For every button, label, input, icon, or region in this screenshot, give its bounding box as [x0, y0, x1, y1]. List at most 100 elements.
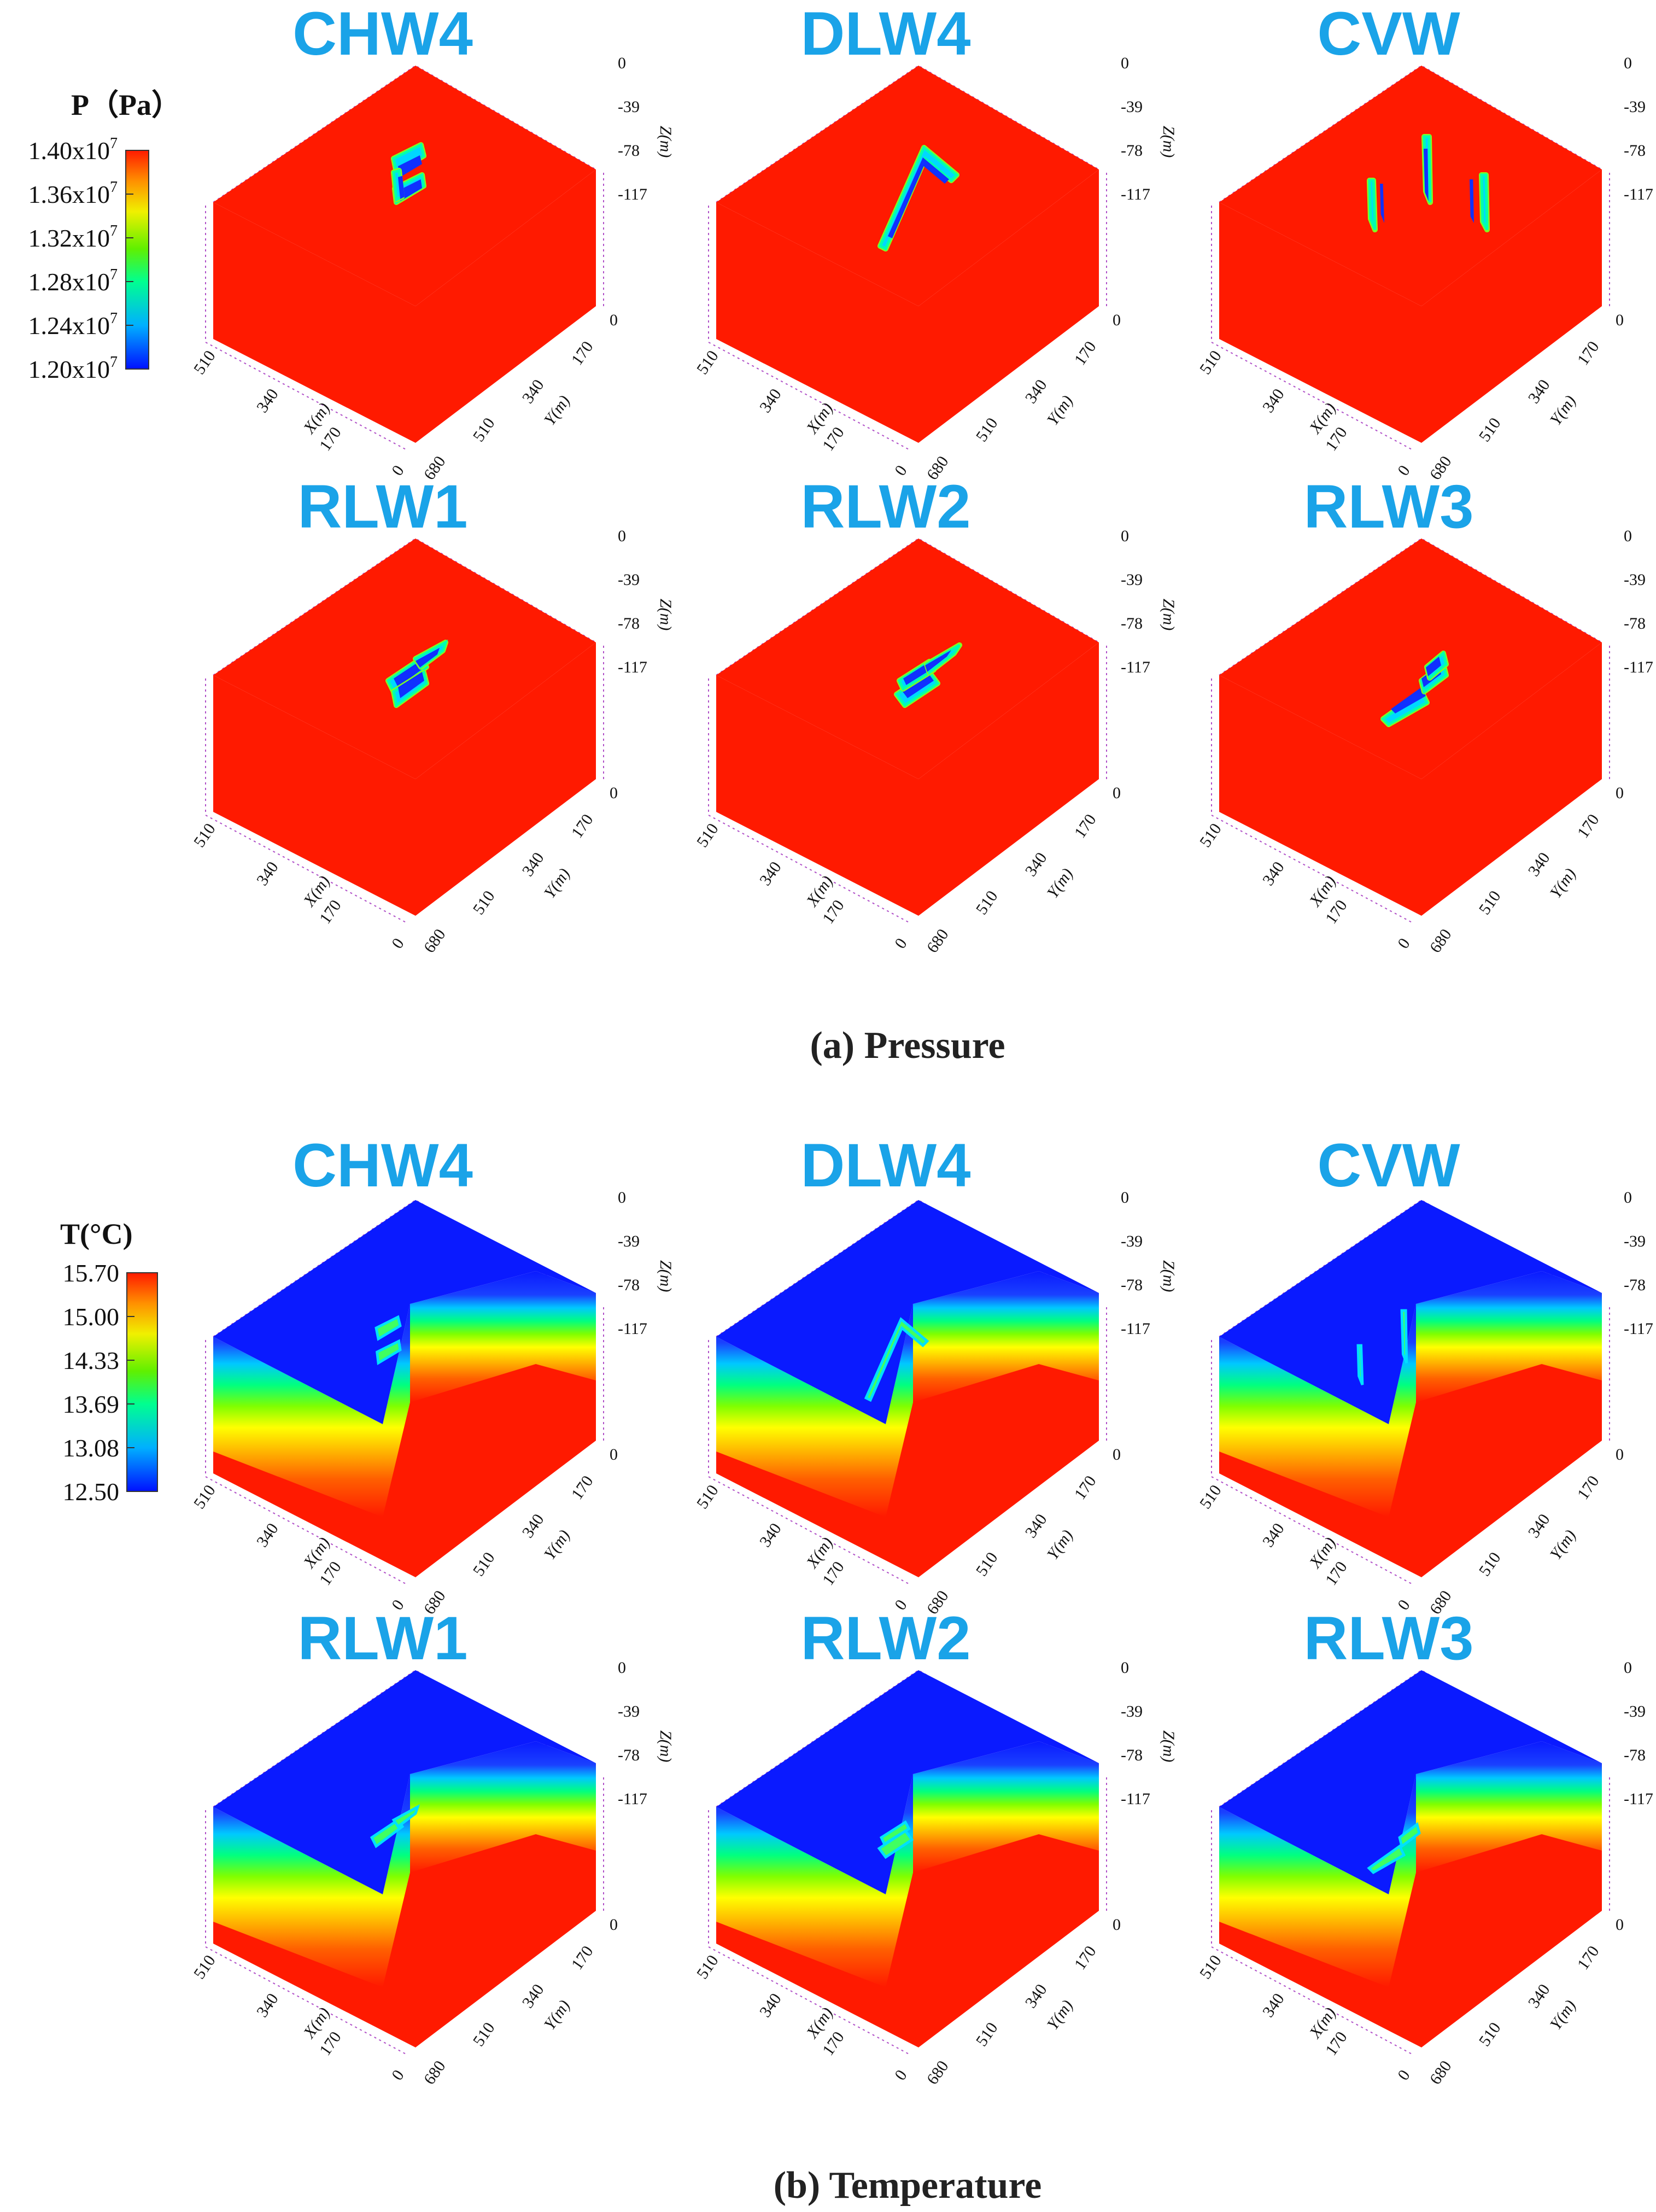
y-tick-label: 0: [1616, 1916, 1624, 1934]
z-tick-label: 0: [1121, 1189, 1129, 1207]
panel-frame: [205, 537, 604, 924]
x-tick-label: 510: [190, 1482, 219, 1512]
panel-axis-frame: [716, 537, 1099, 676]
y-axis-label: Y(m): [541, 1526, 574, 1563]
x-tick-label: 510: [190, 820, 219, 851]
pressure-drop-core: [1424, 149, 1429, 201]
y-tick-label: 680: [1426, 926, 1455, 956]
panel-axis-frame: [708, 1340, 911, 1585]
block-base: [716, 1796, 1099, 2047]
y-axis-label: Y(m): [1044, 1997, 1076, 2033]
temperature-layer-band: [213, 1774, 410, 1987]
x-tick-label: 340: [1259, 858, 1288, 889]
pressure-colorbar-label: 1.36x107: [28, 179, 118, 208]
z-tick-label: -78: [1624, 142, 1646, 160]
z-tick-label: -78: [618, 1746, 640, 1764]
z-axis-label: Z(m): [1160, 1730, 1178, 1762]
panel-rlw1-pressure: RLW1 0-39-78-117Z(m)0170340510X(m)6805103…: [190, 472, 675, 956]
pressure-drop-zone: [1424, 651, 1449, 681]
z-tick-label: -78: [1121, 615, 1143, 633]
pressure-drop-zone: [1470, 172, 1490, 232]
temperature-colorbar-label: 15.00: [63, 1303, 120, 1331]
y-axis-label: Y(m): [1044, 1526, 1076, 1563]
x-tick-label: 340: [253, 385, 282, 416]
thermal-disturbance: [374, 1315, 402, 1341]
pressure-drop-core: [398, 155, 422, 177]
z-tick-label: 0: [618, 1189, 626, 1207]
pressure-drop-mid: [1368, 179, 1377, 230]
panel-axis-frame: [708, 206, 911, 451]
temperature-colorbar-label: 15.70: [63, 1259, 120, 1287]
z-axis-label: Z(m): [657, 1260, 675, 1292]
block-top-face: [213, 1200, 596, 1424]
panel-title: RLW2: [800, 472, 970, 541]
z-tick-label: -117: [1624, 658, 1653, 676]
z-tick-label: -117: [1624, 185, 1653, 203]
y-tick-label: 0: [610, 784, 618, 802]
z-tick-label: -117: [1121, 185, 1150, 203]
pressure-drop-core: [888, 157, 949, 238]
z-tick-label: -78: [618, 615, 640, 633]
z-tick-label: -78: [1624, 615, 1646, 633]
temperature-colorbar: T(°C) 15.70 15.00 14.33 13.69 13.08 12.50: [60, 1218, 158, 1506]
pressure-colorbar-label: 1.40x107: [28, 135, 118, 165]
z-tick-label: -117: [618, 658, 647, 676]
panel-axis-frame: [708, 678, 911, 924]
block-right-face: [918, 642, 1099, 916]
y-tick-label: 170: [1071, 811, 1100, 841]
panel-dlw4-pressure: DLW4 0-39-78-117Z(m)0170340510X(m)6805103…: [693, 0, 1178, 483]
pressure-colorbar: P（Pa） 1.40x107 1.36x107 1.32x107 1.28x107 1.…: [28, 89, 181, 383]
temperature-colorbar-label: 13.08: [63, 1434, 120, 1462]
y-tick-label: 340: [1525, 1981, 1554, 2011]
y-tick-label: 340: [1525, 376, 1554, 407]
z-tick-label: -39: [1624, 1702, 1646, 1721]
thermal-disturbance-shape: [376, 1339, 402, 1365]
y-tick-label: 340: [519, 1981, 548, 2011]
y-tick-label: 340: [1525, 849, 1554, 880]
pressure-drop-zone: [391, 142, 426, 177]
block-right-face: [1421, 642, 1602, 916]
y-tick-label: 170: [1574, 1472, 1603, 1503]
y-tick-label: 340: [1022, 1981, 1051, 2011]
thermal-disturbance: [1356, 1344, 1364, 1385]
pressure-colorbar-label: 1.20x107: [28, 354, 118, 383]
block-right-face: [1421, 169, 1602, 443]
y-tick-label: 680: [923, 926, 952, 956]
temperature-colorbar-title: T(°C): [60, 1218, 133, 1250]
z-tick-label: -39: [1121, 571, 1143, 589]
block-top-face: [1219, 539, 1602, 779]
panel-chw4-pressure: CHW4 0-39-78-117Z(m)0170340510X(m)6805103…: [190, 0, 675, 483]
panel-axis-frame: [213, 537, 596, 676]
block-top-face: [213, 539, 596, 779]
panel-cvw-temperature: CVW0-39-78-117Z(m)0170340510X(m)68051034…: [1196, 1131, 1653, 1618]
thermal-disturbance-shape: [391, 1804, 420, 1829]
thermal-disturbance: [370, 1818, 405, 1848]
y-axis-label: Y(m): [541, 865, 574, 902]
x-tick-label: 340: [1259, 385, 1288, 416]
y-axis-label: Y(m): [1547, 1526, 1579, 1563]
panel-title: RLW1: [297, 472, 467, 541]
block-left-face: [213, 202, 416, 443]
z-tick-label: 0: [618, 527, 626, 545]
thermal-disturbance: [1367, 1844, 1406, 1874]
block-top-face: [716, 1200, 1099, 1424]
y-tick-label: 680: [420, 926, 449, 956]
panel-title: DLW4: [800, 0, 970, 68]
pressure-drop-zone: [391, 168, 405, 202]
panel-rlw2-temperature: RLW2 0-39-78-117Z(m)0170340510X(m)6805103…: [693, 1604, 1178, 2088]
z-tick-label: -78: [1121, 142, 1143, 160]
block-right-face: [416, 642, 596, 916]
pressure-colorbar-label: 1.32x107: [28, 223, 118, 252]
panel-axis-frame: [1211, 678, 1414, 924]
z-tick-label: -78: [1121, 1746, 1143, 1764]
pressure-drop-zone: [413, 639, 448, 670]
y-tick-label: 510: [470, 887, 499, 918]
x-tick-label: 510: [1196, 347, 1225, 378]
y-axis-label: Y(m): [1547, 1997, 1579, 2033]
z-axis-label: Z(m): [1160, 126, 1178, 157]
y-tick-label: 170: [1071, 1472, 1100, 1503]
z-tick-label: -117: [1121, 1320, 1150, 1338]
x-tick-label: 0: [1394, 935, 1414, 952]
z-tick-label: -117: [618, 1320, 647, 1338]
temperature-colorbar-label: 14.33: [63, 1347, 120, 1374]
